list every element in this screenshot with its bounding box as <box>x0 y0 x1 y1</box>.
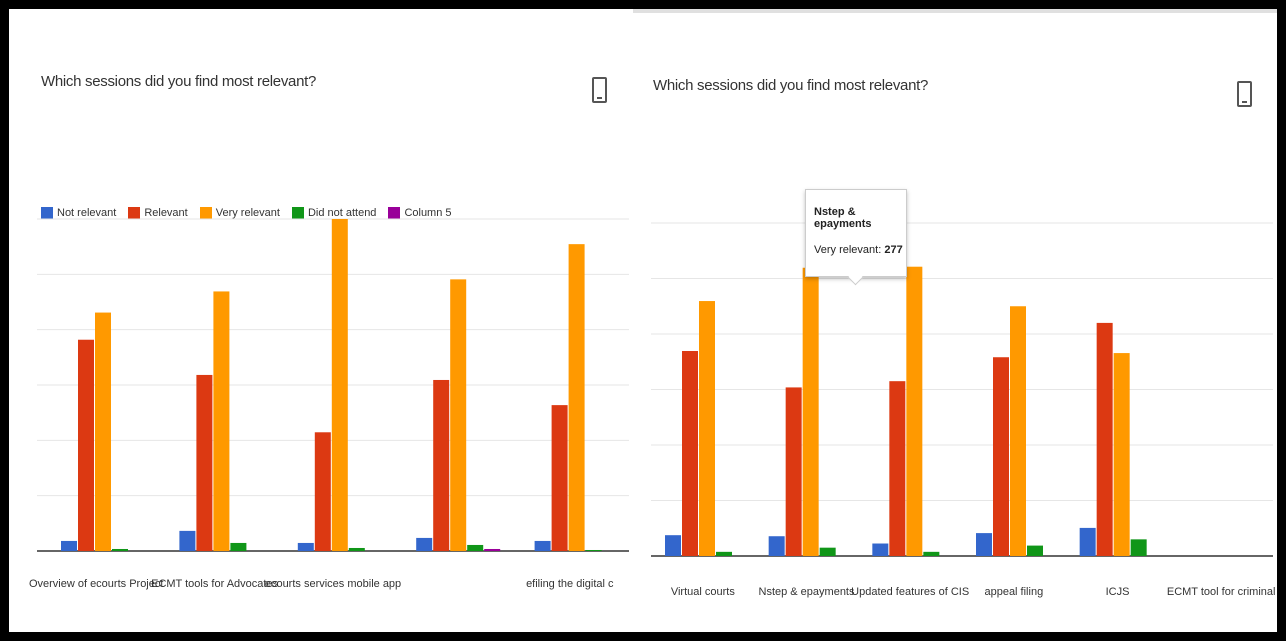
tooltip-label: Very relevant: <box>814 244 882 256</box>
legend-label: Column 5 <box>404 207 452 219</box>
x-tick-label: ECMT tool for criminal <box>1167 586 1276 598</box>
chart-title: Which sessions did you find most relevan… <box>41 73 317 90</box>
legend-item-column-5[interactable]: Column 5 <box>388 207 452 219</box>
bar-did-not-attend[interactable] <box>112 548 128 551</box>
bar-did-not-attend[interactable] <box>467 544 484 551</box>
legend-item-did-not-attend[interactable]: Did not attend <box>291 207 377 219</box>
bar-did-not-attend[interactable] <box>1130 539 1147 556</box>
bar-not-relevant[interactable] <box>872 543 889 556</box>
x-tick-label: Virtual courts <box>671 586 735 598</box>
bar-did-not-attend[interactable] <box>819 547 836 556</box>
x-tick-label: ecourts services mobile app <box>265 578 401 590</box>
bar-not-relevant[interactable] <box>297 542 314 551</box>
x-tick-label: appeal filing <box>984 586 1043 598</box>
x-tick-label: ICJS <box>1106 586 1130 598</box>
bar-very-relevant[interactable] <box>699 301 715 556</box>
legend-swatch <box>291 207 304 219</box>
bar-not-relevant[interactable] <box>416 537 433 551</box>
bar-did-not-attend[interactable] <box>716 551 732 556</box>
legend-swatch <box>128 207 141 219</box>
bar-did-not-attend[interactable] <box>923 551 940 556</box>
bar-relevant[interactable] <box>78 339 94 551</box>
bar-relevant[interactable] <box>889 381 906 556</box>
bar-very-relevant[interactable] <box>450 279 467 551</box>
bar-not-relevant[interactable] <box>768 536 785 556</box>
legend-label: Very relevant <box>215 207 280 219</box>
x-tick-label: ECMT tools for Advocates <box>151 578 278 590</box>
x-tick-label: Overview of ecourts Project <box>29 578 164 590</box>
x-tick-label: Updated features of CIS <box>851 586 969 598</box>
bar-did-not-attend[interactable] <box>585 549 602 551</box>
tooltip-value-line: Very relevant: 277 <box>814 244 906 256</box>
phone-icon[interactable] <box>1237 81 1252 107</box>
tooltip-value: 277 <box>884 244 903 256</box>
bar-very-relevant[interactable] <box>95 312 111 551</box>
legend-item-not-relevant[interactable]: Not relevant <box>41 207 116 219</box>
legend-swatch <box>41 207 53 219</box>
bar-relevant[interactable] <box>551 405 568 551</box>
bar-very-relevant[interactable] <box>568 244 585 551</box>
bar-very-relevant[interactable] <box>802 267 819 556</box>
bar-very-relevant[interactable] <box>213 291 230 551</box>
legend-item-relevant[interactable]: Relevant <box>128 207 188 219</box>
bar-relevant[interactable] <box>682 350 698 556</box>
legend-label: Not relevant <box>57 207 117 219</box>
tooltip-category: Nstep & epayments <box>814 206 872 230</box>
bar-not-relevant[interactable] <box>976 533 992 556</box>
legend-swatch <box>199 207 212 219</box>
legend-swatch <box>388 207 401 219</box>
bar-did-not-attend[interactable] <box>230 542 247 551</box>
x-tick-label: efiling the digital c <box>526 578 614 590</box>
bar-very-relevant[interactable] <box>331 219 348 551</box>
bar-relevant[interactable] <box>196 374 213 551</box>
bar-very-relevant[interactable] <box>906 266 923 556</box>
bar-relevant[interactable] <box>433 379 450 551</box>
bar-relevant[interactable] <box>993 357 1009 556</box>
bar-very-relevant[interactable] <box>1010 306 1026 556</box>
bar-did-not-attend[interactable] <box>1027 545 1043 556</box>
chart-legend: Not relevant Relevant Very relevant Did … <box>41 207 452 219</box>
bar-relevant[interactable] <box>314 432 331 551</box>
bar-relevant[interactable] <box>785 387 802 556</box>
bar-did-not-attend[interactable] <box>348 547 365 551</box>
chart-tooltip: Nstep & epayments Very relevant: 277 <box>805 189 907 277</box>
bar-column-5[interactable] <box>484 548 501 551</box>
x-tick-label: Nstep & epayments <box>759 586 855 598</box>
legend-label: Did not attend <box>307 207 377 219</box>
bar-not-relevant[interactable] <box>1079 527 1096 556</box>
legend-label: Relevant <box>144 207 188 219</box>
legend-item-very-relevant[interactable]: Very relevant <box>199 207 280 219</box>
bar-not-relevant[interactable] <box>61 540 77 551</box>
phone-icon[interactable] <box>592 77 607 103</box>
bar-not-relevant[interactable] <box>534 540 551 551</box>
right-chart-panel: Which sessions did you find most relevan… <box>633 9 1277 632</box>
bar-relevant[interactable] <box>1096 322 1113 556</box>
chart-title: Which sessions did you find most relevan… <box>653 77 929 94</box>
left-chart-panel: Which sessions did you find most relevan… <box>9 9 633 632</box>
bar-not-relevant[interactable] <box>665 535 681 556</box>
bar-very-relevant[interactable] <box>1113 353 1130 556</box>
bar-not-relevant[interactable] <box>179 530 196 551</box>
